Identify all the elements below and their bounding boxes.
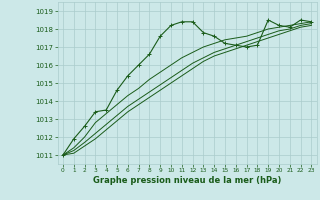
X-axis label: Graphe pression niveau de la mer (hPa): Graphe pression niveau de la mer (hPa) bbox=[93, 176, 281, 185]
